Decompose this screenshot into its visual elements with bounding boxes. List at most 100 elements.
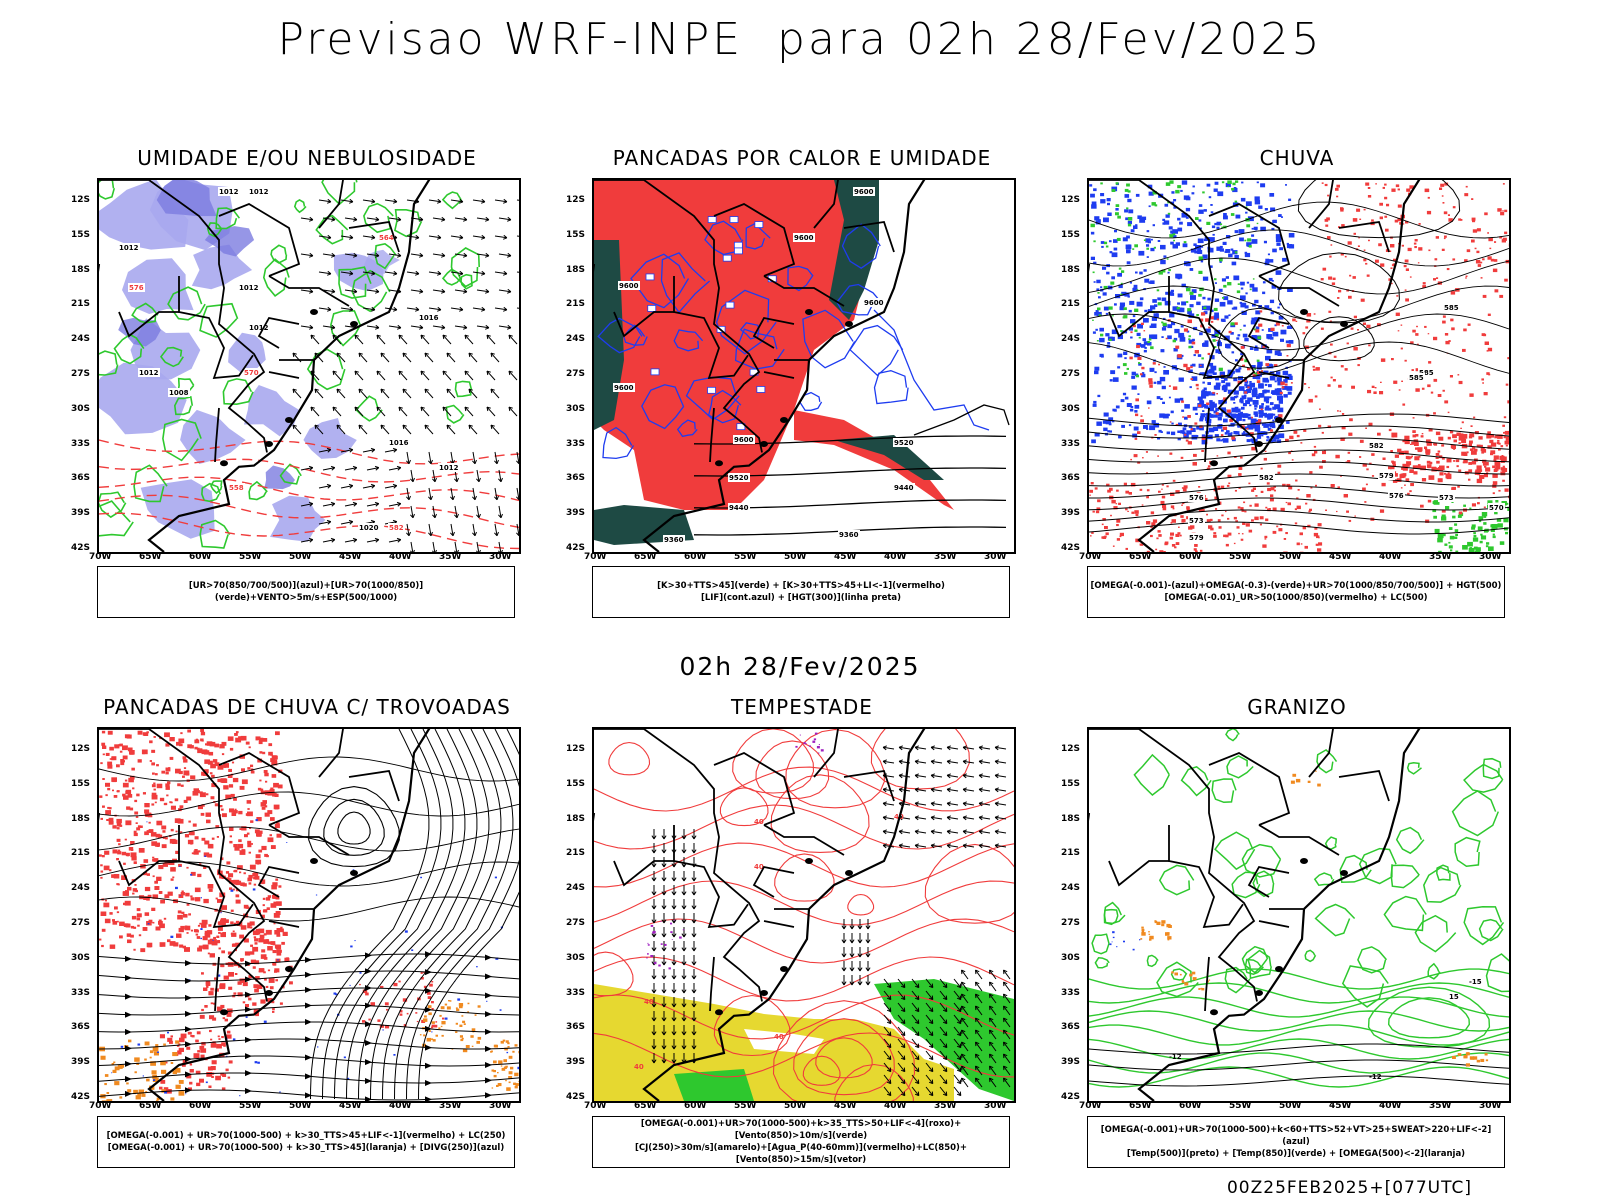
wind-vector bbox=[930, 801, 943, 807]
wind-vector bbox=[366, 537, 380, 543]
wind-vector bbox=[358, 352, 368, 363]
humidity-700-area bbox=[140, 479, 215, 539]
wind-vector bbox=[857, 947, 863, 958]
wind-vector bbox=[883, 1002, 892, 1013]
wind-vector bbox=[468, 352, 478, 363]
water-label: 40 bbox=[634, 1063, 644, 1071]
wind-vector bbox=[989, 1041, 997, 1052]
wind-vector bbox=[946, 843, 959, 849]
border-line bbox=[118, 860, 179, 887]
wind-vector bbox=[651, 829, 657, 840]
wind-vector bbox=[883, 1038, 892, 1049]
wind-vector bbox=[962, 759, 975, 765]
border-line bbox=[318, 729, 344, 778]
lake-mark bbox=[1210, 460, 1218, 467]
wind-vector bbox=[300, 216, 314, 222]
height-500-contour bbox=[1089, 425, 1509, 439]
temp-850-contour bbox=[1383, 895, 1427, 932]
rain-red-area bbox=[1320, 182, 1509, 302]
lat-label: 24S bbox=[566, 883, 586, 894]
wind-vector bbox=[322, 216, 336, 222]
wind-vector bbox=[883, 1074, 892, 1085]
label-bg bbox=[728, 473, 750, 482]
wind-vector bbox=[398, 334, 408, 345]
streamline-arrow bbox=[125, 1060, 132, 1067]
humidity-low-contour bbox=[206, 222, 223, 238]
border-line bbox=[268, 371, 300, 379]
wind-vector bbox=[406, 234, 420, 240]
streamline bbox=[334, 729, 454, 1100]
wind-vector bbox=[882, 745, 895, 751]
hail-blue-area bbox=[1109, 931, 1141, 951]
wind-vector bbox=[322, 465, 336, 471]
lat-label: 36S bbox=[71, 1022, 91, 1033]
wind-vector bbox=[516, 235, 519, 237]
label-bg bbox=[388, 523, 405, 532]
streamline bbox=[99, 791, 519, 817]
lon-label: 50W bbox=[289, 1101, 312, 1111]
wind-vector bbox=[975, 1041, 983, 1052]
panel-pancadas-calor-map-canvas: 9600 9600 9600 9600 9600 9600 9520 9520 9440 9440… bbox=[594, 180, 1010, 552]
height-label: 582 bbox=[1369, 442, 1384, 450]
streamline-arrow bbox=[185, 977, 192, 984]
lat-label: 42S bbox=[566, 543, 586, 553]
wind-vector bbox=[897, 1050, 906, 1061]
wind-vector bbox=[410, 288, 424, 294]
lifted-index-contour bbox=[597, 317, 643, 354]
streamline-arrow bbox=[305, 1073, 312, 1080]
storm-purple-area bbox=[646, 919, 685, 970]
wind-vector bbox=[961, 1005, 969, 1016]
label-bg bbox=[1258, 473, 1275, 482]
label-bg bbox=[1408, 373, 1425, 382]
temp-850-contour bbox=[1224, 966, 1251, 994]
wind-vector bbox=[961, 1053, 969, 1064]
wind-vector bbox=[410, 505, 415, 519]
wind-vector bbox=[494, 198, 508, 204]
height-label: 576 bbox=[1389, 492, 1404, 500]
streamline-arrow bbox=[365, 1040, 372, 1047]
wind-vector bbox=[961, 969, 969, 980]
temp-850-contour bbox=[1387, 997, 1471, 1039]
label-bg bbox=[388, 438, 410, 447]
lat-label: 33S bbox=[566, 987, 586, 998]
border-line bbox=[1168, 825, 1244, 929]
wind-vector bbox=[454, 216, 468, 222]
lon-label: 45W bbox=[339, 552, 362, 562]
streamline bbox=[99, 896, 519, 922]
wind-vector bbox=[432, 288, 446, 294]
wind-vector bbox=[428, 270, 442, 276]
border-line bbox=[218, 751, 301, 826]
lon-label: 55W bbox=[239, 552, 262, 562]
wind-vector bbox=[314, 424, 324, 435]
wind-vector bbox=[322, 537, 336, 543]
temp-850-contour bbox=[1089, 1010, 1509, 1032]
wind-vector bbox=[1003, 1017, 1011, 1028]
temp-850-contour bbox=[1211, 778, 1237, 804]
wind-vector bbox=[454, 541, 459, 552]
border-line bbox=[1089, 729, 1258, 1002]
precipitable-water-contour bbox=[594, 804, 1014, 850]
panel-umidade-title: UMIDADE E/OU NEBULOSIDADE bbox=[137, 146, 477, 170]
wind-vector bbox=[841, 947, 847, 958]
humidity-low-contour bbox=[441, 191, 463, 210]
label-bg bbox=[893, 483, 915, 492]
wind-vector bbox=[366, 252, 380, 258]
wind-barb-marker bbox=[707, 386, 716, 394]
humidity-700-area bbox=[191, 244, 253, 290]
lon-label: 45W bbox=[834, 1101, 857, 1111]
label-bg bbox=[863, 298, 885, 307]
wind-vector bbox=[681, 1025, 687, 1036]
lifted-index-contour bbox=[873, 309, 990, 431]
wind-vector bbox=[671, 927, 677, 938]
wind-vector bbox=[651, 1039, 657, 1050]
wind-vector bbox=[314, 388, 324, 399]
label-bg bbox=[1438, 493, 1455, 502]
lat-label: 21S bbox=[71, 848, 91, 859]
thickness-label: 570 bbox=[244, 369, 259, 377]
wind-vector bbox=[322, 324, 336, 330]
temp-850-contour bbox=[1231, 871, 1261, 899]
wind-vector bbox=[651, 885, 657, 896]
wind-vector bbox=[508, 406, 518, 417]
wind-vector bbox=[849, 947, 855, 958]
wind-vector bbox=[865, 961, 871, 972]
